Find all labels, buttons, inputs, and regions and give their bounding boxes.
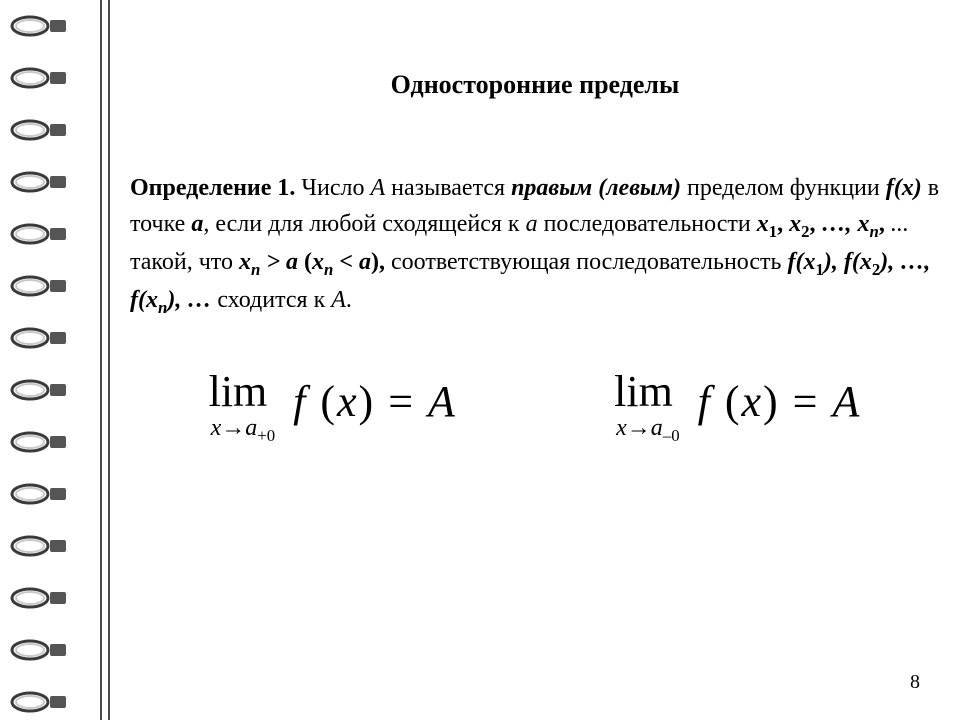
slide-content: Односторонние пределы Определение 1. Чис…: [130, 30, 940, 690]
slide-title: Односторонние пределы: [130, 70, 940, 100]
spiral-ring: [10, 12, 70, 40]
spiral-ring: [10, 220, 70, 248]
spiral-binding: [0, 0, 80, 720]
spiral-ring: [10, 324, 70, 352]
spiral-ring: [10, 532, 70, 560]
spiral-ring: [10, 480, 70, 508]
spiral-ring: [10, 168, 70, 196]
spiral-ring: [10, 688, 70, 716]
limit-right: lim x→a+0 f (x) = A: [209, 370, 457, 445]
spiral-ring: [10, 116, 70, 144]
margin-line-inner: [108, 0, 110, 720]
spiral-ring: [10, 428, 70, 456]
definition-label: Определение 1.: [130, 175, 295, 201]
limit-left: lim x→a–0 f (x) = A: [614, 370, 861, 445]
spiral-ring: [10, 376, 70, 404]
margin-line-outer: [100, 0, 102, 720]
definition-paragraph: Определение 1. Число A называется правым…: [130, 170, 940, 320]
formula-row: lim x→a+0 f (x) = A lim x→a–0 f (x) = A: [130, 370, 940, 445]
spiral-ring: [10, 64, 70, 92]
spiral-ring: [10, 636, 70, 664]
page-number: 8: [910, 671, 920, 694]
spiral-ring: [10, 272, 70, 300]
spiral-ring: [10, 584, 70, 612]
